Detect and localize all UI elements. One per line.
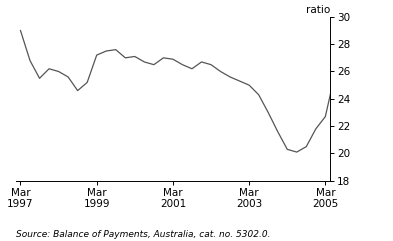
Text: Source: Balance of Payments, Australia, cat. no. 5302.0.: Source: Balance of Payments, Australia, … bbox=[16, 230, 270, 239]
Text: ratio: ratio bbox=[306, 5, 330, 15]
